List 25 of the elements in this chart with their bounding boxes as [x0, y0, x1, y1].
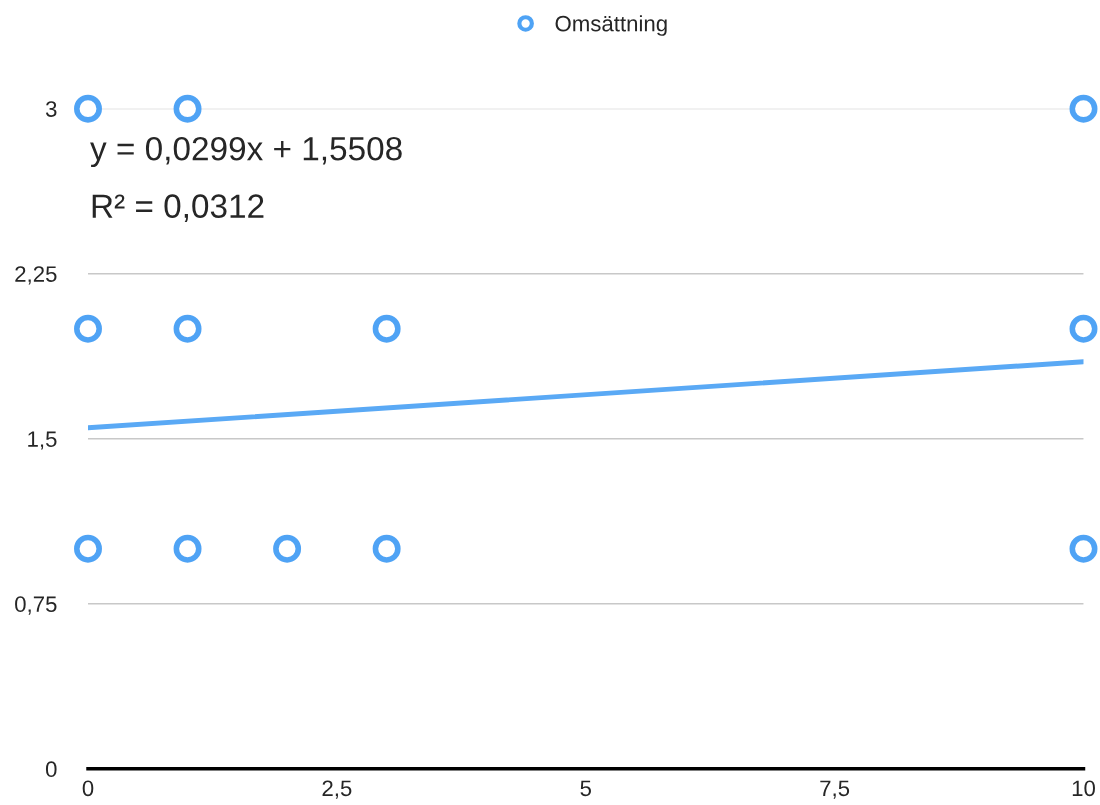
annotation: R² = 0,0312: [92, 194, 264, 222]
point: [74, 94, 102, 123]
y-tick-label: 0,75: [15, 596, 57, 615]
x-tick-label: 7,5: [820, 780, 850, 799]
point: [1069, 94, 1098, 123]
legend-label: Omsättning: [555, 15, 667, 36]
y-tick-label: 2,25: [15, 266, 57, 285]
x-tick-label: 2,5: [322, 780, 352, 799]
point: [1069, 534, 1098, 563]
x-tick-label: 5: [580, 780, 591, 797]
y-tick-label: 1,5: [28, 431, 57, 450]
point: [372, 314, 401, 343]
point: [273, 534, 302, 563]
point: [173, 314, 202, 343]
annotation: y = 0,0299x + 1,5508: [90, 136, 402, 168]
point: [372, 534, 401, 563]
point: [173, 94, 202, 123]
point: [74, 314, 102, 343]
y-tick-label: 3: [45, 101, 57, 117]
point: [173, 534, 202, 563]
x-tick-label: 0: [82, 780, 94, 797]
y-tick-label: 0: [45, 761, 57, 778]
point: [1069, 314, 1098, 343]
x-tick-label: 10: [1072, 780, 1095, 797]
point: [74, 534, 102, 563]
